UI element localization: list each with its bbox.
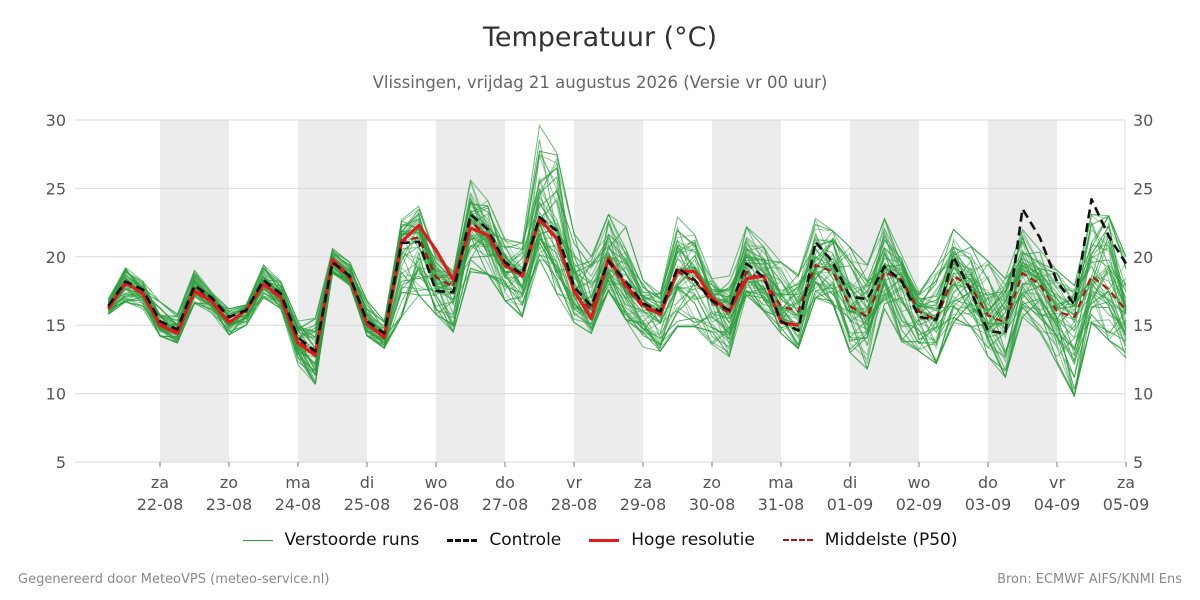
legend: Verstoorde runs Controle Hoge resolutie … xyxy=(0,530,1200,550)
x-tick-date: 30-08 xyxy=(689,495,736,514)
y-tick-label-left: 15 xyxy=(46,316,66,335)
x-tick-date: 02-09 xyxy=(896,495,943,514)
y-tick-label-left: 10 xyxy=(46,385,66,404)
x-tick-date: 29-08 xyxy=(620,495,667,514)
legend-label-control: Controle xyxy=(489,530,562,550)
perturbed-run-line xyxy=(107,167,1127,330)
y-tick-label-left: 5 xyxy=(56,453,66,472)
x-tick-weekday: vr xyxy=(1049,473,1065,492)
x-tick-date: 22-08 xyxy=(137,495,184,514)
legend-item-control[interactable]: Controle xyxy=(447,530,561,550)
x-tick-date: 03-09 xyxy=(965,495,1012,514)
y-tick-label-left: 20 xyxy=(46,248,66,267)
x-tick-date: 24-08 xyxy=(275,495,322,514)
x-tick-weekday: wo xyxy=(425,473,448,492)
control-line xyxy=(107,198,1128,353)
x-tick-weekday: di xyxy=(843,473,858,492)
x-tick-weekday: vr xyxy=(566,473,582,492)
x-tick-date: 01-09 xyxy=(827,495,874,514)
x-tick-weekday: do xyxy=(495,473,515,492)
x-tick-weekday: za xyxy=(151,473,169,492)
x-tick-date: 31-08 xyxy=(758,495,805,514)
legend-item-high-res[interactable]: Hoge resolutie xyxy=(589,530,755,550)
x-tick-weekday: do xyxy=(978,473,998,492)
y-tick-label-right: 5 xyxy=(1133,453,1143,472)
legend-item-perturbed[interactable]: Verstoorde runs xyxy=(242,530,420,550)
x-tick-date: 28-08 xyxy=(551,495,598,514)
legend-swatch-median xyxy=(782,539,813,541)
perturbed-run-line xyxy=(107,241,1127,397)
x-tick-date: 25-08 xyxy=(344,495,391,514)
y-tick-label-left: 25 xyxy=(46,179,66,198)
y-tick-label-right: 10 xyxy=(1133,385,1153,404)
x-tick-date: 05-09 xyxy=(1103,495,1150,514)
legend-swatch-control xyxy=(447,538,478,542)
perturbed-run-extreme xyxy=(107,124,1127,323)
y-tick-label-right: 15 xyxy=(1133,316,1153,335)
x-tick-weekday: za xyxy=(1117,473,1135,492)
perturbed-run-line xyxy=(107,190,1127,349)
legend-swatch-high-res xyxy=(589,538,620,542)
x-tick-date: 23-08 xyxy=(206,495,253,514)
main-series xyxy=(106,198,1128,357)
y-tick-label-right: 25 xyxy=(1133,179,1153,198)
chart-title: Temperatuur (°C) xyxy=(482,22,718,53)
x-tick-date: 26-08 xyxy=(413,495,460,514)
x-tick-weekday: zo xyxy=(703,473,721,492)
x-tick-weekday: ma xyxy=(285,473,310,492)
legend-item-median[interactable]: Middelste (P50) xyxy=(782,530,958,550)
x-tick-date: 04-09 xyxy=(1034,495,1081,514)
x-tick-weekday: ma xyxy=(768,473,793,492)
axes: 5 5 10 10 15 15 20 20 25 25 30 30 za 22-08 zo 23-08 ma 24… xyxy=(46,111,1154,514)
perturbed-run-extreme xyxy=(108,258,1127,398)
x-tick-weekday: di xyxy=(360,473,375,492)
x-tick-weekday: wo xyxy=(908,473,931,492)
legend-swatch-perturbed xyxy=(242,539,273,541)
y-tick-label-right: 30 xyxy=(1133,111,1153,130)
legend-label-high-res: Hoge resolutie xyxy=(631,530,755,550)
y-tick-label-right: 20 xyxy=(1133,248,1153,267)
footer-source: Bron: ECMWF AIFS/KNMI Ens xyxy=(997,572,1182,587)
x-tick-date: 27-08 xyxy=(482,495,529,514)
chart-subtitle: Vlissingen, vrijdag 21 augustus 2026 (Ve… xyxy=(372,73,828,92)
x-tick-weekday: za xyxy=(634,473,652,492)
y-tick-label-left: 30 xyxy=(46,111,66,130)
footer-generated-by: Gegenereerd door MeteoVPS (meteo-service… xyxy=(18,572,330,587)
legend-label-median: Middelste (P50) xyxy=(824,530,958,550)
legend-label-perturbed: Verstoorde runs xyxy=(284,530,420,550)
x-tick-weekday: zo xyxy=(220,473,238,492)
